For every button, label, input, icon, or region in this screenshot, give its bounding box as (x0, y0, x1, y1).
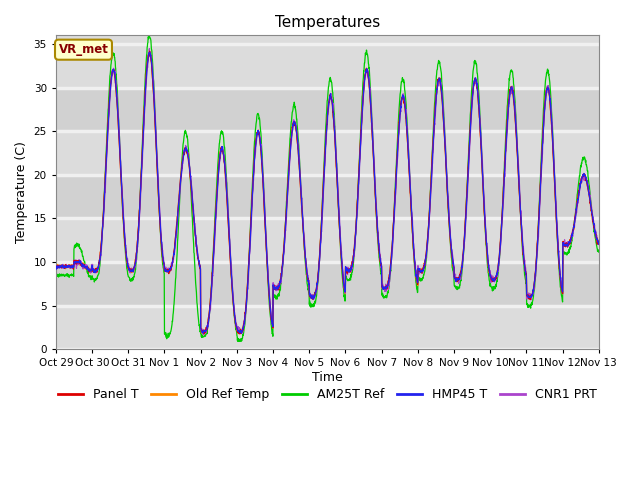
Bar (56, 262, 599, 306)
Legend: Panel T, Old Ref Temp, AM25T Ref, HMP45 T, CNR1 PRT: Panel T, Old Ref Temp, AM25T Ref, HMP45 … (53, 383, 602, 406)
Y-axis label: Temperature (C): Temperature (C) (15, 142, 28, 243)
X-axis label: Time: Time (312, 371, 342, 384)
Text: VR_met: VR_met (58, 43, 108, 56)
Bar (56, 175, 599, 218)
Bar (56, 88, 599, 131)
Title: Temperatures: Temperatures (275, 15, 380, 30)
